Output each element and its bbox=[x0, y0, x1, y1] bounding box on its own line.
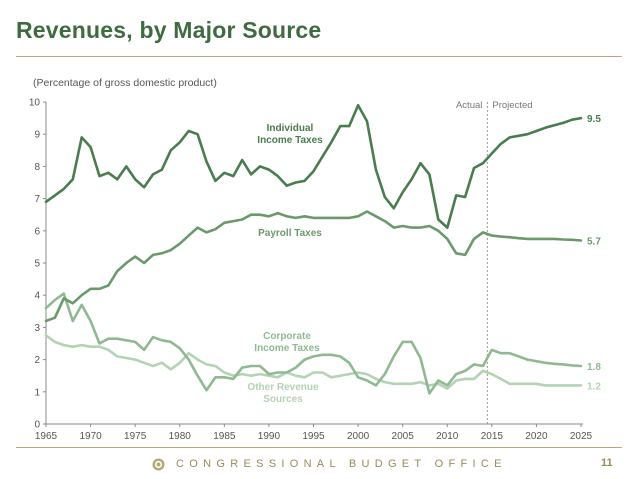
x-tick-label: 1995 bbox=[302, 431, 325, 442]
y-tick-label: 1 bbox=[34, 387, 40, 398]
series-label-individual: Individual bbox=[267, 123, 314, 134]
x-tick-label: 1965 bbox=[35, 431, 58, 442]
series-line-other bbox=[44, 334, 583, 390]
y-tick-label: 0 bbox=[34, 420, 40, 431]
end-value-label-payroll: 5.7 bbox=[587, 236, 601, 247]
series-line-payroll bbox=[44, 210, 583, 323]
chart-subtitle: (Percentage of gross domestic product) bbox=[33, 77, 217, 89]
y-tick-label: 10 bbox=[29, 98, 41, 109]
series-label-other: Other Revenue bbox=[247, 382, 319, 393]
series-label-corporate: Corporate bbox=[263, 331, 311, 342]
end-value-label-other: 1.2 bbox=[587, 381, 601, 392]
x-tick-label: 2025 bbox=[570, 431, 593, 442]
x-tick-label: 2005 bbox=[392, 431, 415, 442]
y-tick-label: 7 bbox=[34, 194, 40, 205]
y-tick-label: 4 bbox=[34, 291, 40, 302]
x-tick-label: 1980 bbox=[169, 431, 192, 442]
y-tick-label: 3 bbox=[34, 323, 40, 334]
series-line-individual bbox=[44, 103, 583, 229]
footer-divider bbox=[16, 447, 622, 448]
x-tick-label: 1975 bbox=[124, 431, 147, 442]
chart-axes: 0 1 2 3 4 5 6 7 8 9 10 1965 1970 1975 1980 1985 1990 1995… bbox=[29, 98, 593, 443]
page-number: 11 bbox=[601, 457, 613, 469]
series-label-payroll: Payroll Taxes bbox=[258, 228, 322, 239]
x-tick-label: 2015 bbox=[481, 431, 504, 442]
chart-series-lines bbox=[44, 103, 583, 395]
projected-label: Projected bbox=[492, 100, 532, 111]
series-line-corporate bbox=[44, 292, 583, 395]
x-tick-label: 2010 bbox=[436, 431, 459, 442]
cbo-logo-icon bbox=[152, 458, 165, 471]
footer-organization: CONGRESSIONAL BUDGET OFFICE bbox=[176, 458, 507, 470]
y-tick-label: 9 bbox=[34, 130, 40, 141]
end-value-label-corporate: 1.8 bbox=[587, 362, 601, 373]
x-tick-label: 1985 bbox=[213, 431, 236, 442]
end-value-label-individual: 9.5 bbox=[587, 114, 601, 125]
page-title: Revenues, by Major Source bbox=[16, 17, 322, 43]
x-tick-label: 2000 bbox=[347, 431, 370, 442]
title-divider bbox=[16, 56, 622, 57]
series-label-other: Sources bbox=[263, 394, 303, 405]
y-tick-label: 6 bbox=[34, 226, 40, 237]
y-tick-label: 8 bbox=[34, 162, 40, 173]
x-tick-label: 1990 bbox=[258, 431, 281, 442]
series-label-individual: Income Taxes bbox=[257, 135, 323, 146]
y-tick-label: 5 bbox=[34, 259, 40, 270]
x-tick-label: 1970 bbox=[79, 431, 102, 442]
series-label-corporate: Income Taxes bbox=[254, 343, 320, 354]
y-tick-label: 2 bbox=[34, 355, 40, 366]
actual-label: Actual bbox=[456, 100, 482, 111]
x-tick-label: 2020 bbox=[525, 431, 548, 442]
